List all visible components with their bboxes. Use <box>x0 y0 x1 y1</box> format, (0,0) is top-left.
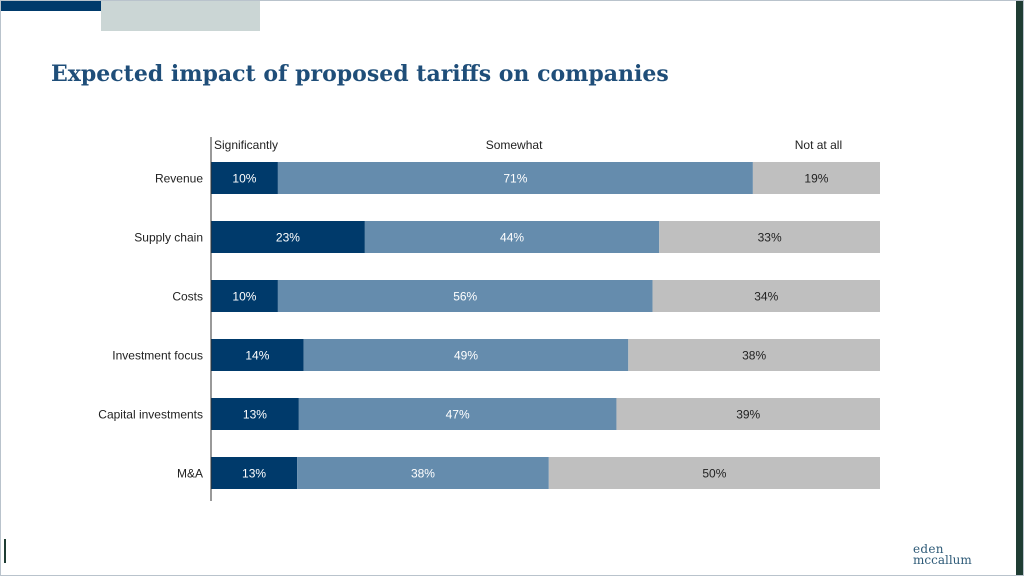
data-label: 71% <box>503 172 527 186</box>
legend-label: Somewhat <box>486 138 543 152</box>
data-label: 19% <box>804 172 828 186</box>
category-label: M&A <box>177 467 203 481</box>
data-label: 23% <box>276 231 300 245</box>
bar-segment <box>211 398 299 430</box>
bar-segment <box>211 457 298 489</box>
bar-segment <box>364 221 660 253</box>
legend-label: Not at all <box>795 138 842 152</box>
data-label: 39% <box>736 408 760 422</box>
bar-segment <box>548 457 880 489</box>
header-accent-bar-dark <box>1 1 189 11</box>
legend-label: Significantly <box>214 138 278 152</box>
bar-segment <box>211 221 365 253</box>
bar-segment <box>297 457 549 489</box>
category-label: Costs <box>172 290 203 304</box>
bar-segment <box>277 280 653 312</box>
data-label: 47% <box>446 408 470 422</box>
eden-mccallum-logo: eden mccallum <box>913 542 983 574</box>
logo-line-1: eden <box>913 542 944 556</box>
bar-segment <box>628 339 880 371</box>
data-label: 49% <box>454 349 478 363</box>
data-label: 38% <box>742 349 766 363</box>
data-label: 38% <box>411 467 435 481</box>
logo-line-2: mccallum <box>913 553 972 567</box>
bar-segment <box>298 398 617 430</box>
bar-segment <box>659 221 880 253</box>
data-label: 14% <box>245 349 269 363</box>
data-label: 10% <box>232 172 256 186</box>
data-label: 34% <box>754 290 778 304</box>
category-label: Supply chain <box>134 231 203 245</box>
bar-segment <box>652 280 880 312</box>
data-label: 44% <box>500 231 524 245</box>
bar-segment <box>211 280 278 312</box>
data-label: 50% <box>702 467 726 481</box>
data-label: 33% <box>758 231 782 245</box>
slide-title: Expected impact of proposed tariffs on c… <box>51 61 669 87</box>
bar-segment <box>752 162 880 194</box>
bar-segment <box>616 398 880 430</box>
bar-segment <box>277 162 753 194</box>
category-label: Investment focus <box>112 349 203 363</box>
bar-segment <box>211 339 304 371</box>
bar-segment <box>211 162 278 194</box>
bar-segment <box>303 339 629 371</box>
category-label: Revenue <box>155 172 203 186</box>
left-edge-mark <box>4 539 6 563</box>
right-edge-bar <box>1016 1 1023 575</box>
header-accent-bar-light <box>101 1 260 31</box>
data-label: 56% <box>453 290 477 304</box>
category-label: Capital investments <box>98 408 203 422</box>
data-label: 13% <box>242 467 266 481</box>
data-label: 10% <box>232 290 256 304</box>
data-label: 13% <box>243 408 267 422</box>
